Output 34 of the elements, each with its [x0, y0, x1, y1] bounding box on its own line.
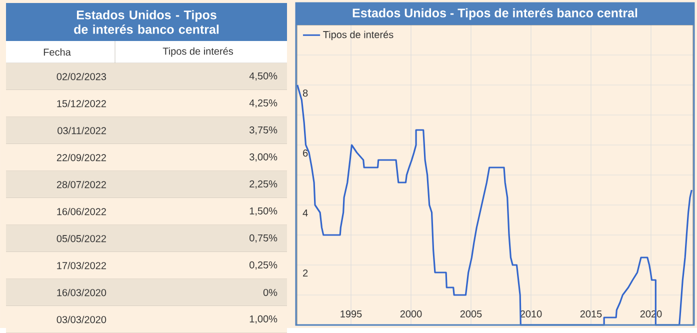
category-label: 05/05/2022	[56, 234, 106, 242]
text: 3,00%	[249, 153, 278, 162]
category-label: 16/03/2020	[57, 288, 106, 296]
text: 2,25%	[250, 180, 278, 189]
text: 0,25%	[250, 261, 278, 270]
category-label: 22/09/2022	[56, 154, 106, 162]
text: Fecha	[44, 48, 71, 56]
y-tick-label: 8	[302, 89, 308, 97]
text: 4,50%	[249, 72, 278, 81]
chart-title: Estados Unidos - Tipos de interés banco central	[352, 8, 638, 20]
x-tick-label: 2015	[580, 310, 602, 318]
text: 0,75%	[250, 234, 278, 243]
category-label: 03/11/2022	[58, 126, 106, 134]
text: 1,00%	[250, 315, 278, 324]
category-label: 02/02/2023	[56, 72, 106, 80]
text: 1,50%	[250, 207, 278, 216]
x-tick-label: 2000	[400, 310, 422, 318]
text: 0%	[263, 288, 278, 296]
y-tick-label: 4	[302, 209, 308, 216]
text: 4,25%	[249, 99, 278, 108]
x-tick-label: 1995	[340, 310, 362, 318]
category-label: 17/03/2022	[57, 262, 106, 270]
y-tick-label: 2	[303, 269, 308, 276]
category-label: 03/03/2020	[56, 316, 106, 324]
category-label: 16/06/2022	[57, 208, 106, 216]
x-tick-label: 2010	[520, 310, 542, 318]
y-tick-label: 6	[303, 149, 308, 157]
category-label: 28/07/2022	[56, 180, 106, 188]
text: 3,75%	[249, 126, 278, 135]
x-tick-label: 2005	[460, 310, 482, 318]
category-label: 15/12/2022	[57, 100, 106, 108]
text: Estados Unidos - Tipos de interés banco central	[74, 10, 219, 34]
text: Tipos de interés	[162, 47, 234, 57]
legend-label: Tipos de interés	[323, 30, 394, 40]
